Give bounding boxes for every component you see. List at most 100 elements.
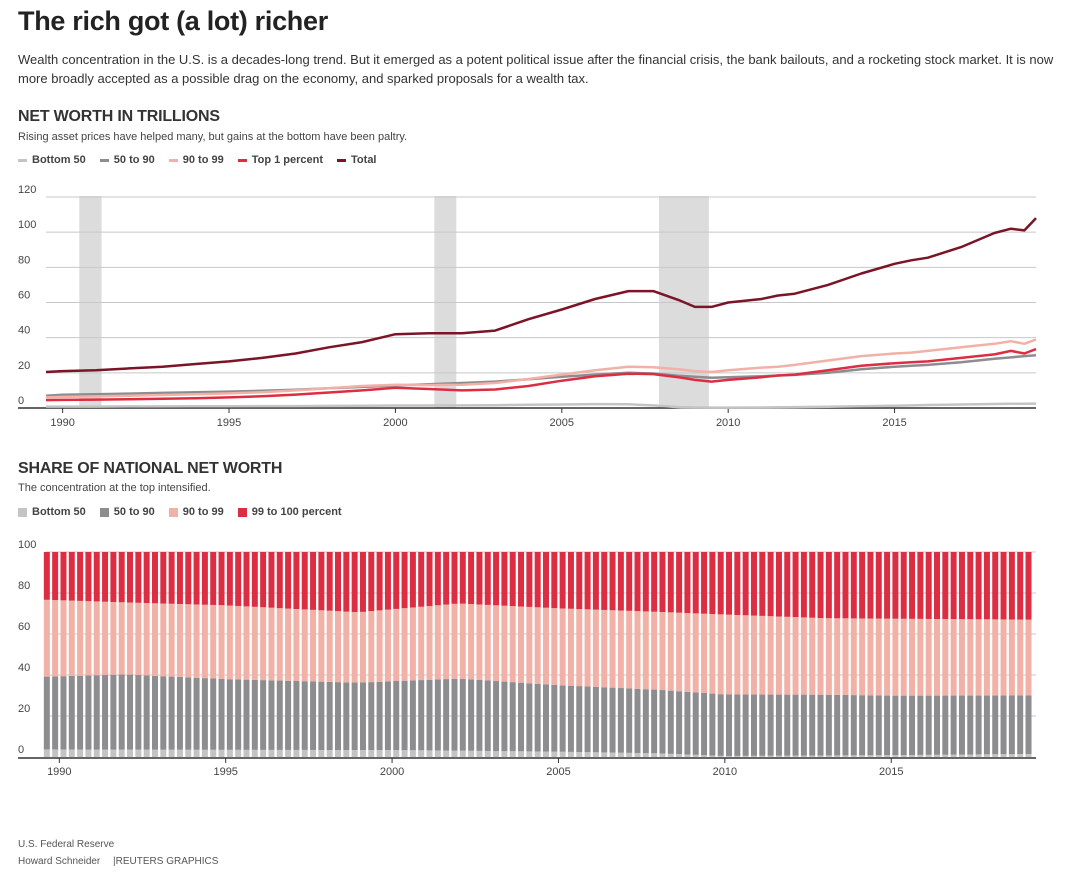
credit-separator: | — [113, 856, 116, 867]
bar-90-to-99 — [484, 604, 491, 681]
bar-99-to-100 — [875, 552, 882, 619]
bar-99-to-100 — [800, 552, 807, 618]
legend-item-top1: Top 1 percent — [237, 154, 324, 166]
bar-90-to-99 — [900, 618, 907, 696]
bar-50-to-90 — [626, 688, 633, 753]
y2-tick-label-60: 60 — [18, 621, 30, 633]
bar-90-to-99 — [118, 602, 125, 675]
bar-90-to-99 — [285, 608, 292, 681]
line-top-1-percent — [45, 347, 1037, 402]
bar-bottom-50 — [684, 754, 691, 757]
bar-99-to-100 — [667, 552, 674, 613]
bar-bottom-50 — [401, 750, 408, 757]
bar-99-to-100 — [409, 552, 416, 608]
bar-90-to-99 — [592, 609, 599, 687]
bar-50-to-90 — [775, 694, 782, 756]
legend2-label-50to90: 50 to 90 — [113, 506, 155, 518]
bar-50-to-90 — [160, 676, 167, 750]
bar-99-to-100 — [451, 552, 458, 604]
bar-99-to-100 — [934, 552, 940, 619]
bar-50-to-90 — [950, 695, 957, 755]
bar-50-to-90 — [143, 675, 150, 750]
bar-bottom-50 — [335, 749, 341, 757]
legend2-item-90to99: 90 to 99 — [168, 506, 224, 518]
bar-90-to-99 — [784, 616, 791, 695]
bar-50-to-90 — [759, 694, 766, 756]
bar-bottom-50 — [351, 750, 358, 757]
bar-99-to-100 — [842, 552, 849, 619]
bar-99-to-100 — [825, 552, 832, 619]
bar-bottom-50 — [1025, 753, 1032, 757]
bar-50-to-90 — [543, 684, 549, 752]
bar-90-to-99 — [800, 617, 807, 695]
legend-label-top1: Top 1 percent — [251, 154, 324, 166]
bar-bottom-50 — [60, 749, 67, 757]
bar-bottom-50 — [634, 752, 641, 757]
bar-bottom-50 — [1008, 754, 1015, 757]
bar-99-to-100 — [276, 552, 283, 609]
bar-bottom-50 — [642, 753, 649, 757]
bar-bottom-50 — [775, 755, 782, 757]
bar-90-to-99 — [834, 618, 841, 695]
legend-label-bottom50: Bottom 50 — [32, 154, 86, 166]
line-bottom-50 — [46, 402, 1037, 409]
legend-item-50to90: 50 to 90 — [99, 154, 155, 166]
bar-99-to-100 — [509, 552, 516, 607]
bar-99-to-100 — [285, 552, 292, 609]
bar-99-to-100 — [168, 552, 175, 604]
bar-bottom-50 — [792, 755, 799, 757]
bar-bottom-50 — [567, 751, 574, 757]
bar-99-to-100 — [77, 552, 84, 601]
bar-90-to-99 — [983, 619, 990, 696]
bar-50-to-90 — [393, 681, 400, 751]
bar-99-to-100 — [318, 552, 325, 611]
bar-99-to-100 — [609, 552, 616, 611]
bar-90-to-99 — [775, 616, 782, 695]
bar-50-to-90 — [359, 682, 366, 751]
bar-90-to-99 — [393, 608, 400, 682]
bar-50-to-90 — [151, 675, 158, 750]
y-tick-label-40: 40 — [18, 325, 30, 337]
bar-99-to-100 — [634, 552, 641, 612]
bar-50-to-90 — [476, 679, 483, 751]
bar-90-to-99 — [368, 611, 375, 683]
page-title: The rich got (a lot) richer — [18, 6, 328, 36]
bar-50-to-90 — [983, 695, 990, 755]
bar-50-to-90 — [310, 681, 317, 750]
bar-bottom-50 — [509, 751, 516, 757]
bar-90-to-99 — [642, 611, 649, 690]
bar-bottom-50 — [301, 749, 308, 757]
bar-99-to-100 — [676, 552, 683, 613]
bar-50-to-90 — [335, 682, 341, 750]
bar-99-to-100 — [110, 552, 117, 602]
bar-50-to-90 — [750, 694, 757, 756]
bar-99-to-100 — [559, 552, 566, 609]
bar-50-to-90 — [667, 690, 674, 754]
bar-bottom-50 — [934, 754, 940, 757]
bar-50-to-90 — [52, 676, 59, 750]
bar-50-to-90 — [1025, 695, 1032, 754]
x-tick-label-2015: 2015 — [882, 417, 906, 429]
bar-bottom-50 — [526, 751, 533, 757]
bar-bottom-50 — [850, 755, 857, 757]
bar-bottom-50 — [617, 752, 624, 757]
bar-99-to-100 — [809, 552, 816, 618]
bar-50-to-90 — [742, 694, 749, 756]
bar-bottom-50 — [276, 749, 283, 757]
bar-50-to-90 — [975, 695, 982, 755]
bar-50-to-90 — [326, 681, 333, 750]
bar-bottom-50 — [484, 750, 491, 757]
chart1-legend: Bottom 50 50 to 90 90 to 99 Top 1 percen… — [18, 154, 377, 166]
x2-tick-label-2015: 2015 — [879, 766, 903, 778]
bar-bottom-50 — [110, 749, 117, 757]
bar-bottom-50 — [1000, 754, 1007, 757]
bar-99-to-100 — [501, 552, 508, 606]
bar-50-to-90 — [592, 686, 599, 753]
bar-99-to-100 — [584, 552, 591, 610]
bar-99-to-100 — [301, 552, 308, 610]
bar-bottom-50 — [135, 749, 142, 757]
bar-90-to-99 — [617, 610, 624, 689]
bar-50-to-90 — [293, 680, 300, 750]
bar-bottom-50 — [326, 749, 333, 757]
bar-90-to-99 — [767, 616, 774, 695]
